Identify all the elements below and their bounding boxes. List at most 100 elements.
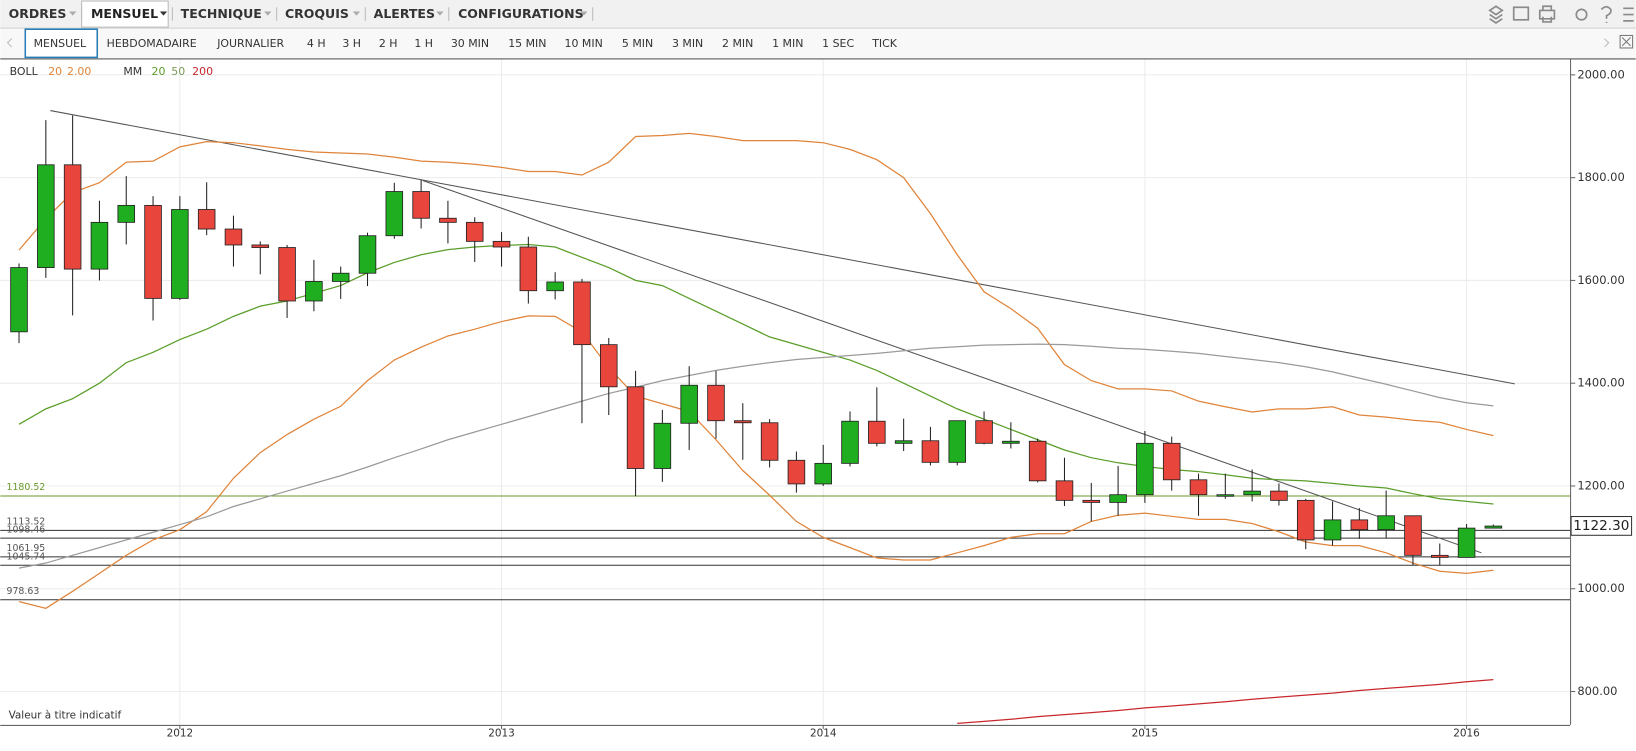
candle-body bbox=[707, 384, 725, 422]
tab[interactable]: 3 MIN bbox=[672, 37, 703, 50]
indicator-label: MM bbox=[123, 65, 142, 78]
candle-body bbox=[868, 420, 886, 444]
tab[interactable]: 5 MIN bbox=[622, 37, 653, 50]
candle-body bbox=[1270, 490, 1288, 501]
candle-body bbox=[1323, 519, 1342, 541]
level-label: 1113.52 bbox=[7, 517, 46, 528]
scroll-left[interactable] bbox=[6, 38, 13, 48]
menu-icon[interactable] bbox=[1623, 7, 1634, 22]
candle-body bbox=[787, 459, 806, 485]
menu-item[interactable]: ALERTES bbox=[374, 6, 435, 21]
print-icon[interactable] bbox=[1538, 5, 1556, 23]
menu-item[interactable]: ORDRES bbox=[9, 6, 67, 21]
y-tick-label: 2000.00 bbox=[1577, 67, 1624, 81]
candle-body bbox=[1404, 515, 1422, 556]
indicator-label: 200 bbox=[192, 65, 213, 78]
candle-body bbox=[251, 244, 270, 248]
tab[interactable]: 3 H bbox=[342, 37, 361, 50]
close-icon[interactable] bbox=[1619, 34, 1634, 49]
candle-body bbox=[1002, 440, 1020, 444]
tab[interactable]: 30 MIN bbox=[451, 37, 489, 50]
menu-item[interactable]: CONFIGURATIONS bbox=[458, 6, 583, 21]
tab[interactable]: JOURNALIER bbox=[216, 37, 284, 50]
candle-body bbox=[1162, 442, 1181, 481]
candle-body bbox=[412, 191, 430, 219]
tab[interactable]: 4 H bbox=[307, 37, 326, 50]
x-tick-label: 2013 bbox=[488, 727, 515, 739]
menu-item[interactable]: TECHNIQUE bbox=[181, 6, 262, 21]
y-tick-label: 1000.00 bbox=[1577, 581, 1624, 595]
y-tick-label: 800.00 bbox=[1577, 684, 1617, 698]
candle-body bbox=[600, 344, 618, 388]
x-tick-label: 2016 bbox=[1453, 727, 1480, 739]
note: Valeur à titre indicatif bbox=[9, 710, 122, 722]
candle-body bbox=[680, 384, 698, 424]
level-label: 1061.95 bbox=[7, 543, 46, 554]
grid bbox=[0, 59, 1576, 730]
tab[interactable]: TICK bbox=[871, 37, 898, 50]
candle-body bbox=[37, 164, 55, 268]
candle-body bbox=[734, 420, 752, 424]
last-price-box bbox=[1570, 515, 1633, 536]
indicator-line bbox=[957, 679, 1494, 724]
tab[interactable]: 1 H bbox=[414, 37, 433, 50]
candle-body bbox=[653, 422, 672, 469]
tab[interactable]: 15 MIN bbox=[508, 37, 546, 50]
candle-body bbox=[1109, 494, 1127, 503]
plot-area bbox=[0, 59, 1571, 725]
indicator-label: 20 bbox=[48, 65, 62, 78]
trendline bbox=[422, 179, 1482, 554]
tab[interactable]: 2 MIN bbox=[722, 37, 753, 50]
y-tick-label: 1800.00 bbox=[1577, 170, 1624, 184]
tab[interactable]: 10 MIN bbox=[565, 37, 603, 50]
dropdown-arrow bbox=[352, 11, 361, 16]
candle-body bbox=[278, 247, 296, 302]
layers-icon[interactable] bbox=[1488, 5, 1504, 24]
candle-body bbox=[841, 420, 859, 464]
dropdown-arrow bbox=[264, 11, 272, 16]
scroll-right[interactable] bbox=[1604, 38, 1610, 48]
level-label: 978.63 bbox=[7, 586, 40, 597]
candle-body bbox=[948, 420, 967, 463]
tab[interactable]: MENSUEL bbox=[34, 37, 87, 50]
indicator-label: 50 bbox=[171, 65, 185, 78]
ui: ORDRES MENSUEL TECHNIQUE CROQUIS ALERTES CONF… bbox=[9, 6, 1633, 739]
menu-item[interactable]: MENSUEL bbox=[91, 6, 158, 21]
indicator-label: 2.00 bbox=[67, 65, 91, 78]
level-label: 1045.74 bbox=[7, 551, 46, 562]
tab[interactable]: 1 SEC bbox=[822, 37, 854, 50]
dropdown-arrow bbox=[159, 11, 168, 16]
dropdown-arrow bbox=[436, 11, 444, 16]
candle-body bbox=[465, 221, 484, 242]
level-label: 1098.46 bbox=[7, 524, 46, 535]
tab[interactable]: 1 MIN bbox=[772, 37, 803, 50]
candle-body bbox=[358, 235, 377, 274]
menu-item[interactable]: CROQUIS bbox=[285, 6, 349, 21]
indicator-line bbox=[18, 343, 1494, 569]
candle-body bbox=[439, 217, 457, 223]
candle-body bbox=[197, 209, 216, 230]
candle-body bbox=[894, 440, 913, 444]
candle-body bbox=[519, 246, 538, 292]
candle-body bbox=[117, 204, 136, 223]
tab[interactable]: HEBDOMADAIRE bbox=[107, 37, 197, 50]
tab[interactable]: 2 H bbox=[379, 37, 398, 50]
candle-body bbox=[1082, 499, 1101, 503]
candle-body bbox=[63, 164, 82, 270]
candle-body bbox=[1350, 519, 1369, 531]
image-icon[interactable] bbox=[1512, 6, 1530, 21]
candle-body bbox=[1136, 442, 1154, 496]
candles bbox=[10, 115, 1503, 566]
candle-body bbox=[921, 440, 940, 463]
x-tick-label: 2015 bbox=[1132, 727, 1159, 739]
toolbar-icons bbox=[1488, 5, 1634, 24]
settings-icon[interactable] bbox=[1575, 8, 1588, 21]
candle-body bbox=[626, 386, 645, 469]
menu-bar bbox=[0, 0, 1636, 29]
candle-body bbox=[1484, 525, 1503, 529]
indicator-line bbox=[18, 243, 1494, 505]
help-icon[interactable] bbox=[1600, 5, 1612, 23]
candle-body bbox=[1431, 554, 1449, 558]
x-tick-label: 2014 bbox=[810, 727, 837, 739]
